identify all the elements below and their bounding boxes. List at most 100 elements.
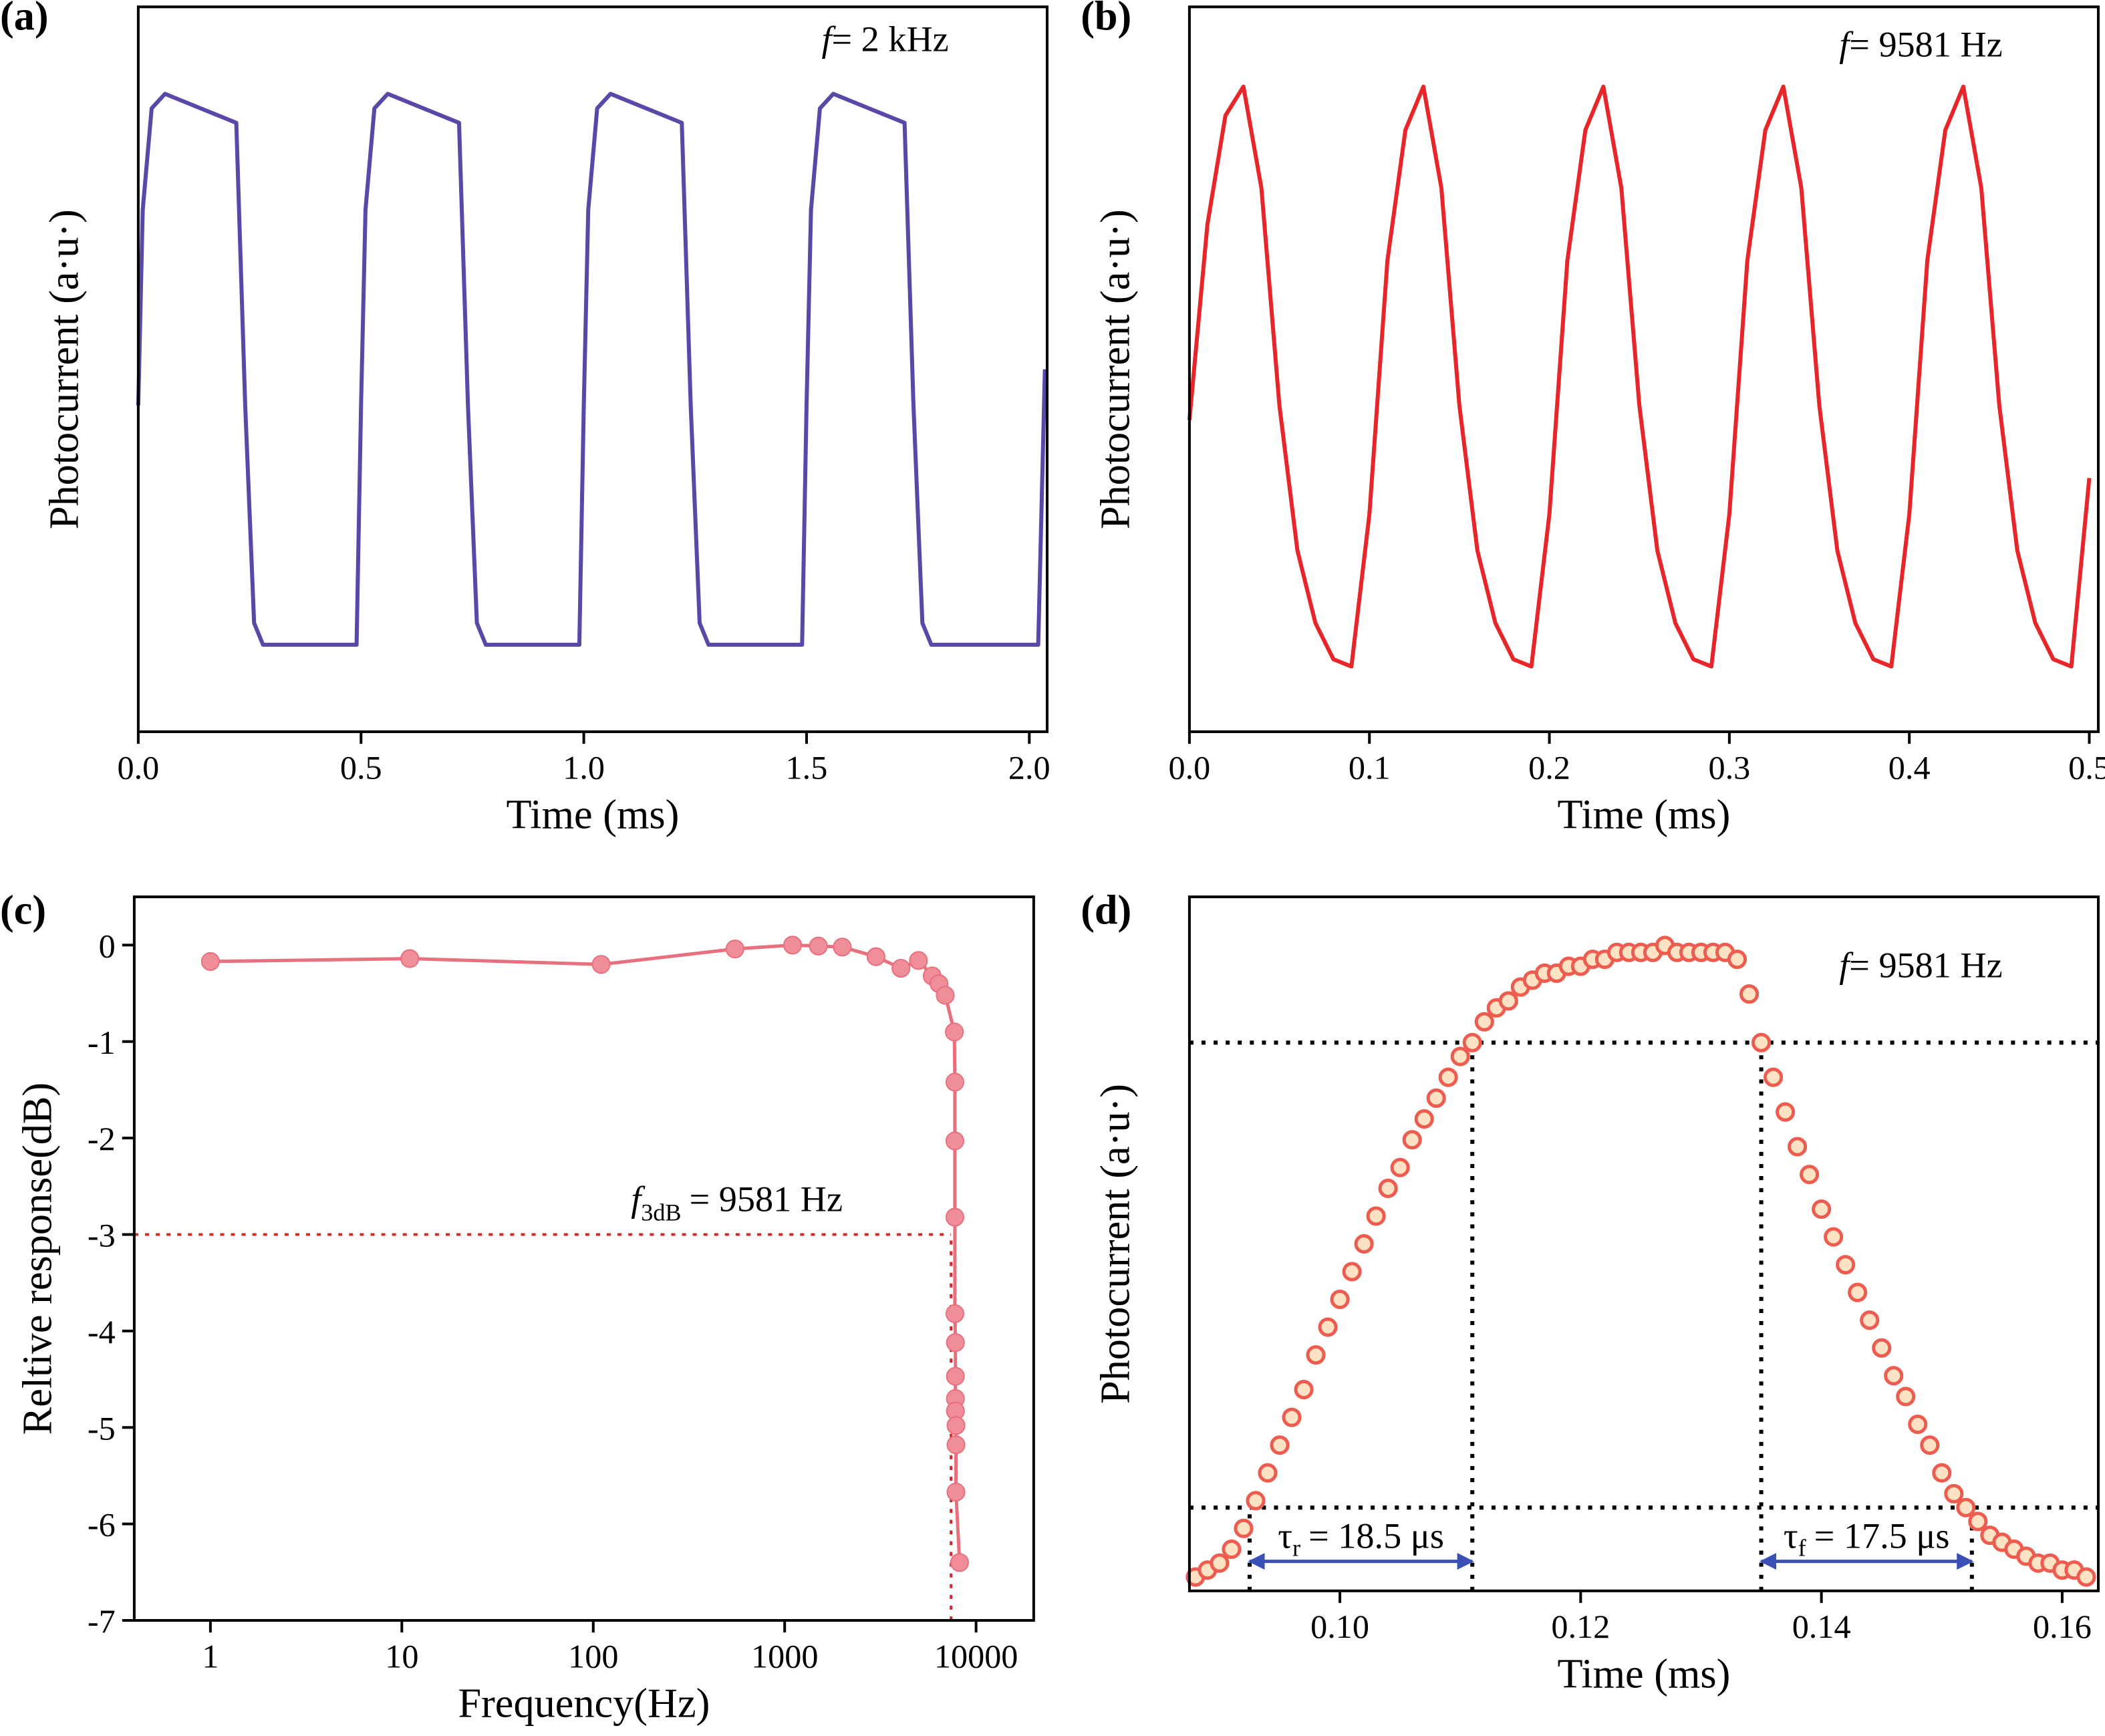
y-axis-label: Reltive response(dB) — [15, 1082, 60, 1435]
annotation-part: = 9581 Hz — [1849, 946, 2002, 986]
data-point — [1282, 1407, 1302, 1427]
data-line — [136, 92, 1047, 647]
data-point — [725, 939, 744, 959]
data-point — [1402, 1130, 1422, 1150]
annotation: f= 2 kHz — [821, 19, 948, 59]
data-point — [946, 1482, 966, 1502]
data-point — [1848, 1282, 1868, 1302]
data-point — [1860, 1310, 1880, 1330]
x-tick-label: 0.2 — [1528, 748, 1570, 786]
label-part: f — [1798, 1535, 1807, 1562]
data-point — [946, 1333, 965, 1352]
panel-label: (d) — [1081, 887, 1131, 933]
data-point — [783, 935, 803, 955]
y-tick-label: -4 — [88, 1313, 116, 1350]
data-point — [945, 1131, 965, 1151]
data-point — [1968, 1511, 1988, 1532]
y-tick-label: -2 — [88, 1120, 116, 1157]
data-point — [866, 947, 885, 966]
data-point — [1498, 991, 1518, 1011]
x-axis-label: Frequency(Hz) — [458, 1681, 710, 1727]
x-tick-label: 10 — [385, 1637, 418, 1675]
data-point — [1306, 1345, 1326, 1365]
data-point — [400, 949, 420, 968]
data-point — [200, 952, 220, 971]
data-point — [1378, 1178, 1398, 1198]
y-axis-label: Photocurrent (a·u·) — [1093, 209, 1139, 529]
x-tick-label: 0.0 — [1169, 748, 1211, 786]
x-tick-label: 0.10 — [1310, 1608, 1369, 1645]
data-point — [1318, 1317, 1338, 1337]
data-point — [1222, 1539, 1242, 1560]
data-point — [1246, 1491, 1266, 1511]
annotation-part: = 2 kHz — [832, 19, 949, 59]
data-point — [1294, 1380, 1314, 1400]
data-point — [946, 1366, 965, 1386]
data-point — [1812, 1199, 1832, 1219]
data-point — [1426, 1088, 1446, 1108]
data-point — [1872, 1338, 1892, 1358]
x-tick-label: 0.5 — [340, 748, 382, 786]
x-tick-label: 0.5 — [2068, 748, 2105, 786]
annotation-part: = 9581 Hz — [690, 1179, 843, 1219]
data-point — [946, 1435, 966, 1455]
annotation-part: 3dB — [641, 1199, 681, 1225]
x-tick-label: 1.0 — [563, 748, 605, 786]
data-point — [1210, 1553, 1230, 1573]
data-point — [1776, 1102, 1796, 1122]
data-point — [1944, 1483, 1964, 1503]
data-point — [1270, 1435, 1290, 1455]
x-tick-label: 0.14 — [1792, 1608, 1851, 1645]
x-tick-label: 1000 — [751, 1637, 818, 1675]
plot-frame — [136, 5, 1048, 734]
data-point — [591, 955, 611, 974]
data-point — [1896, 1387, 1916, 1407]
y-axis-label: Photocurrent (a·u·) — [1093, 1084, 1139, 1404]
x-tick-label: 0.1 — [1349, 748, 1391, 786]
data-point — [1908, 1414, 1928, 1435]
label-part: τ — [1784, 1516, 1798, 1556]
data-point — [1450, 1046, 1470, 1066]
panel-label: (b) — [1081, 0, 1131, 39]
plot-frame — [1187, 5, 2100, 734]
data-point — [1956, 1497, 1976, 1517]
x-axis-label: Time (ms) — [506, 792, 679, 838]
data-point — [1234, 1518, 1254, 1538]
data-point — [1354, 1234, 1374, 1254]
y-axis-label: Photocurrent (a·u·) — [42, 209, 88, 529]
annotation: f3dB = 9581 Hz — [631, 1179, 843, 1225]
x-tick-label: 0.16 — [2033, 1608, 2092, 1645]
label-part: r — [1292, 1535, 1300, 1562]
x-axis-label: Time (ms) — [1557, 792, 1730, 838]
data-point — [1342, 1262, 1362, 1282]
data-point — [1920, 1435, 1940, 1455]
x-tick-label: 0.4 — [1888, 748, 1931, 786]
data-point — [945, 1072, 965, 1092]
data-point — [1462, 1032, 1482, 1052]
y-tick-label: -7 — [88, 1602, 116, 1640]
y-tick-label: -5 — [88, 1409, 116, 1447]
data-point — [1258, 1463, 1278, 1483]
data-point — [891, 958, 911, 978]
data-point — [1764, 1067, 1784, 1087]
plot-frame — [1187, 895, 2100, 1592]
x-tick-label: 0.3 — [1708, 748, 1750, 786]
annotation: f= 9581 Hz — [1839, 25, 2003, 65]
x-tick-label: 2.0 — [1008, 748, 1050, 786]
data-point — [2076, 1567, 2096, 1587]
data-point — [1330, 1290, 1350, 1310]
y-tick-label: -3 — [88, 1217, 116, 1254]
data-point — [1390, 1157, 1410, 1177]
data-point — [1824, 1227, 1844, 1247]
data-point — [950, 1553, 970, 1572]
x-tick-label: 10000 — [934, 1637, 1018, 1675]
data-point — [809, 936, 828, 956]
data-point — [1751, 1032, 1772, 1052]
data-point — [1836, 1255, 1856, 1275]
interval-label: τr = 18.5 μs — [1278, 1516, 1444, 1562]
data-point — [1366, 1206, 1386, 1226]
data-point — [1414, 1109, 1434, 1129]
data-point — [1474, 1012, 1494, 1032]
